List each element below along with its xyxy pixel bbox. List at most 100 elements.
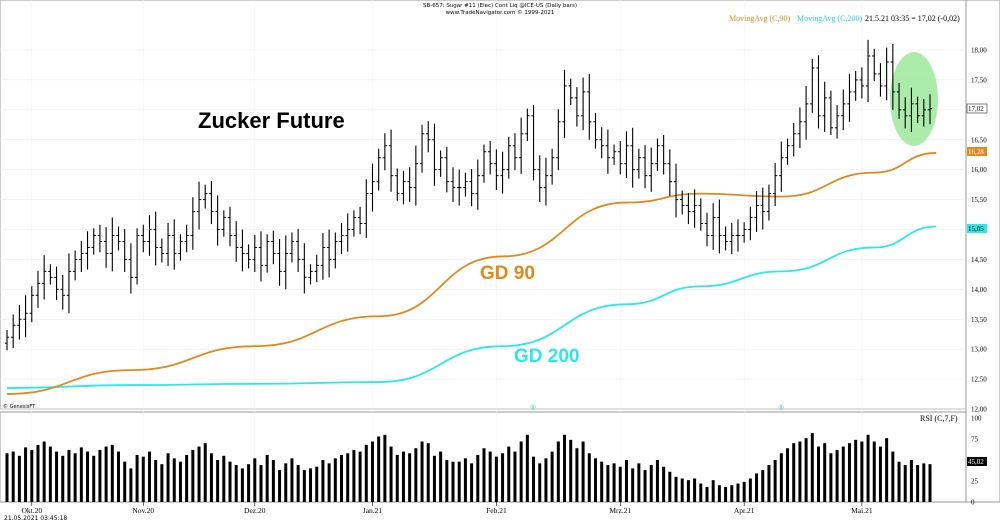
rsi-bar — [631, 468, 635, 502]
rsi-bar — [340, 454, 344, 502]
rsi-bar — [333, 458, 337, 502]
rsi-bar — [612, 463, 616, 502]
rsi-bar — [798, 441, 802, 502]
rsi-bar — [55, 451, 59, 502]
rsi-bar — [649, 465, 653, 502]
rsi-bar — [302, 470, 306, 502]
rsi-bar — [209, 453, 213, 502]
y-tick-label: 18,00 — [971, 47, 987, 55]
x-tick-label: Mrz.21 — [609, 506, 631, 515]
rsi-bar — [507, 446, 511, 502]
x-tick-label: Apr.21 — [734, 506, 755, 515]
rsi-bar — [327, 463, 331, 502]
rsi-bar — [532, 456, 536, 502]
rsi-bar — [296, 465, 300, 502]
rsi-bar — [519, 441, 523, 502]
rsi-bar — [866, 434, 870, 502]
ma90-line — [6, 152, 937, 395]
rsi-bar — [786, 448, 790, 502]
rsi-bar — [829, 453, 833, 502]
rsi-bar — [711, 480, 715, 502]
rsi-bar — [674, 476, 678, 502]
timestamp: 21.05.2021 03:45:18 — [4, 515, 67, 522]
rsi-bar — [222, 455, 226, 502]
rsi-bar — [755, 473, 759, 502]
rsi-bar — [600, 461, 604, 502]
rsi-bar — [86, 451, 90, 502]
rsi-bars — [5, 433, 932, 502]
rsi-y-tick-label: 0 — [971, 499, 975, 507]
rsi-bar — [891, 451, 895, 502]
gridlines — [0, 0, 966, 502]
rsi-bar — [587, 453, 591, 502]
rsi-bar — [482, 448, 486, 502]
rsi-bar — [104, 446, 108, 502]
rsi-bar — [730, 485, 734, 502]
y-tick-label: 12,00 — [971, 406, 987, 414]
rsi-bar — [141, 456, 145, 502]
price-panel — [0, 0, 967, 410]
rsi-bar — [439, 451, 443, 502]
rsi-bar — [364, 444, 368, 502]
rsi-bar — [259, 465, 263, 502]
rsi-bar — [717, 485, 721, 502]
rsi-bar — [414, 448, 418, 502]
rsi-bar — [216, 460, 220, 502]
rsi-bar — [705, 486, 709, 502]
rsi-bar — [804, 438, 808, 502]
rsi-bar — [556, 441, 560, 502]
rsi-bar — [160, 464, 164, 502]
rsi-bar — [457, 461, 461, 502]
rsi-bar — [835, 449, 839, 502]
rsi-bar — [823, 443, 827, 502]
rsi-bar — [699, 483, 703, 502]
ohlc-bars — [4, 39, 933, 351]
rsi-title: RSI (C,7,F) — [920, 414, 958, 423]
highlight-ellipse — [890, 52, 938, 146]
rsi-bar — [247, 464, 251, 502]
rsi-bar — [686, 480, 690, 502]
rsi-bar — [606, 465, 610, 502]
rsi-bar — [290, 458, 294, 502]
event-marker-2: ® — [778, 404, 784, 412]
rsi-bar — [854, 439, 858, 502]
rsi-bar — [909, 460, 913, 502]
rsi-bar — [11, 451, 15, 502]
rsi-bar — [476, 454, 480, 502]
rsi-bar — [358, 451, 362, 502]
rsi-bar — [742, 481, 746, 502]
rsi-bar — [420, 441, 424, 502]
rsi-bar — [847, 443, 851, 502]
rsi-bar — [30, 449, 34, 502]
rsi-bar — [147, 451, 151, 502]
x-tick-label: Nov.20 — [132, 506, 154, 515]
rsi-bar — [92, 455, 96, 502]
rsi-bar — [525, 434, 529, 502]
rsi-bar — [693, 478, 697, 502]
rsi-bar — [494, 456, 498, 502]
rsi-bar — [79, 447, 83, 502]
y-tick-label: 16,00 — [971, 166, 987, 174]
rsi-bar — [135, 454, 139, 502]
y-tick-label: 12,50 — [971, 376, 987, 384]
rsi-bar — [581, 441, 585, 502]
rsi-bar — [618, 466, 622, 502]
rsi-bar — [234, 465, 238, 502]
rsi-y-tick-label: 75 — [971, 436, 979, 444]
rsi-bar — [470, 463, 474, 502]
rsi-bar — [352, 449, 356, 502]
x-ticks: Okt.20 Nov.20 Dez.20 Jan.21 Feb.21 Mrz.21 Apr.… — [21, 502, 873, 515]
rsi-bar — [240, 468, 244, 502]
rsi-bar — [178, 461, 182, 502]
rsi-bar — [203, 443, 207, 502]
y-tick-label: 13,00 — [971, 346, 987, 354]
rsi-bar — [61, 455, 65, 502]
rsi-bar — [389, 446, 393, 502]
rsi-bar — [73, 453, 77, 502]
rsi-bar — [17, 455, 21, 502]
rsi-bar — [872, 441, 876, 502]
legend-quote: 21.5.21 03:35 = 17,02 (-0,02) — [865, 14, 960, 23]
y-tick-label: 15,50 — [971, 196, 987, 204]
ma200-line — [6, 225, 937, 389]
rsi-bar — [569, 439, 573, 502]
